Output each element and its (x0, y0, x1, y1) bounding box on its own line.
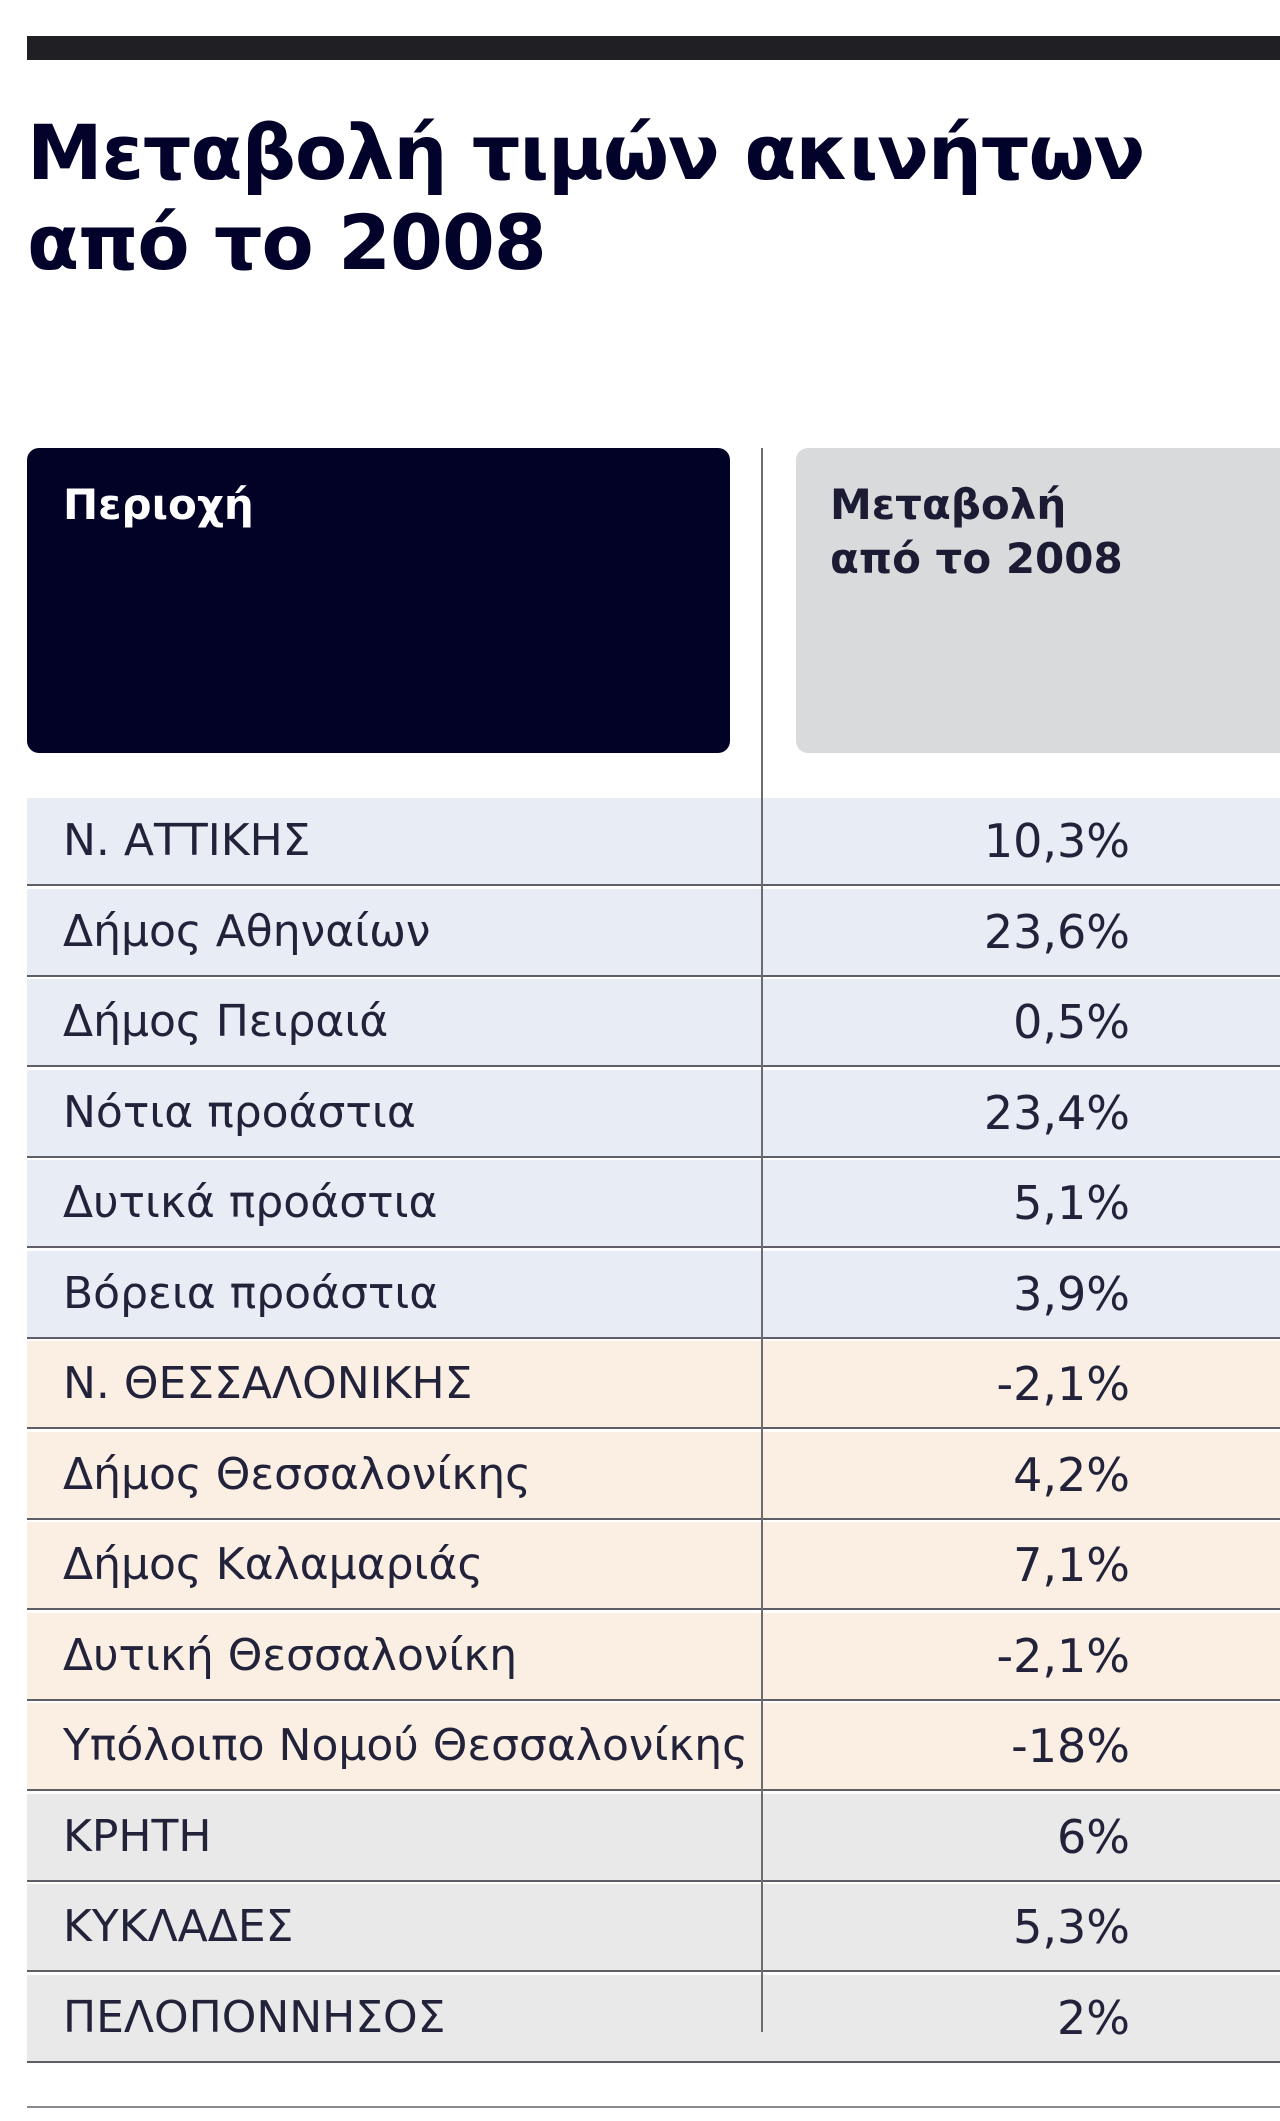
table-row: Δήμος Αθηναίων 23,6% (27, 888, 1280, 977)
table-row: Υπόλοιπο Νομού Θεσσαλονίκης -18% (27, 1703, 1280, 1791)
table-row: ΚΥΚΛΑΔΕΣ 5,3% (27, 1884, 1280, 1972)
chart-title-line2: από το 2008 (27, 198, 547, 287)
chart-title: Μεταβολή τιμών ακινήτων από το 2008 (27, 108, 1247, 288)
region-label: ΚΡΗΤΗ (63, 1810, 212, 1862)
region-label: Ν. ΘΕΣΣΑΛΟΝΙΚΗΣ (63, 1358, 473, 1409)
table-row: Ν. ΑΤΤΙΚΗΣ 10,3% (27, 798, 1280, 886)
column-divider (761, 448, 763, 2032)
table-row: Δήμος Πειραιά 0,5% (27, 979, 1280, 1067)
top-rule (27, 36, 1280, 60)
change-value: 7,1% (1013, 1538, 1130, 1592)
change-value: 23,6% (983, 904, 1130, 959)
change-value: 10,3% (983, 814, 1130, 868)
region-label: Δήμος Θεσσαλονίκης (63, 1448, 531, 1500)
region-label: Δήμος Καλαμαριάς (63, 1539, 484, 1590)
change-value: -18% (1011, 1719, 1130, 1773)
table-row: Ν. ΘΕΣΣΑΛΟΝΙΚΗΣ -2,1% (27, 1341, 1280, 1429)
table-row: ΠΕΛΟΠΟΝΝΗΣΟΣ 2% (27, 1974, 1280, 2063)
region-label: Δήμος Πειραιά (63, 996, 389, 1047)
region-label: Δυτικά προάστια (63, 1177, 438, 1228)
change-value: -2,1% (996, 1628, 1130, 1683)
header-change-line2: από το 2008 (830, 534, 1123, 583)
header-region-label: Περιοχή (63, 480, 254, 529)
change-value: 0,5% (1013, 995, 1130, 1049)
bottom-rule (27, 2106, 1280, 2108)
change-value: 3,9% (1013, 1266, 1130, 1321)
table-body: Ν. ΑΤΤΙΚΗΣ 10,3% Δήμος Αθηναίων 23,6% Δήμος … (27, 798, 1280, 2065)
change-value: -2,1% (996, 1357, 1130, 1411)
table-row: Δυτική Θεσσαλονίκη -2,1% (27, 1612, 1280, 1701)
change-value: 5,1% (1013, 1176, 1130, 1230)
chart-title-line1: Μεταβολή τιμών ακινήτων (27, 108, 1145, 197)
change-value: 5,3% (1013, 1900, 1130, 1954)
table-row: Βόρεια προάστια 3,9% (27, 1250, 1280, 1339)
header-change-line1: Μεταβολή (830, 480, 1067, 529)
change-value: 6% (1057, 1809, 1130, 1864)
header-change: Μεταβολή από το 2008 (796, 448, 1280, 753)
region-label: Βόρεια προάστια (63, 1267, 439, 1319)
region-label: Δυτική Θεσσαλονίκη (63, 1629, 518, 1681)
table-row: Νότια προάστια 23,4% (27, 1069, 1280, 1158)
change-value: 23,4% (983, 1085, 1130, 1140)
region-label: ΠΕΛΟΠΟΝΝΗΣΟΣ (63, 1991, 446, 2043)
region-label: Υπόλοιπο Νομού Θεσσαλονίκης (63, 1720, 748, 1771)
table-row: Δυτικά προάστια 5,1% (27, 1160, 1280, 1248)
table-row: Δήμος Θεσσαλονίκης 4,2% (27, 1431, 1280, 1520)
region-label: Δήμος Αθηναίων (63, 905, 431, 957)
header-region: Περιοχή (27, 448, 730, 753)
region-label: Ν. ΑΤΤΙΚΗΣ (63, 815, 311, 866)
table-row: Δήμος Καλαμαριάς 7,1% (27, 1522, 1280, 1610)
region-label: Νότια προάστια (63, 1086, 416, 1138)
change-value: 4,2% (1013, 1447, 1130, 1502)
change-value: 2% (1057, 1990, 1130, 2045)
region-label: ΚΥΚΛΑΔΕΣ (63, 1901, 294, 1952)
table-row: ΚΡΗΤΗ 6% (27, 1793, 1280, 1882)
